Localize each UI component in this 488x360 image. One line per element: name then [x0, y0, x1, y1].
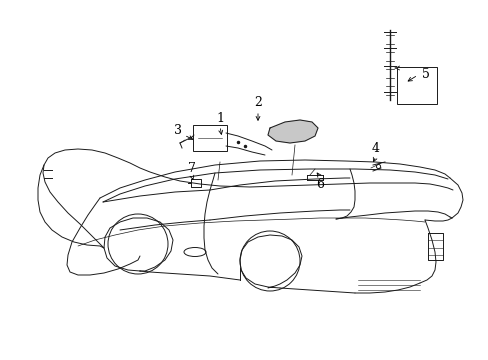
- Text: 5: 5: [421, 68, 429, 81]
- Text: 1: 1: [216, 112, 224, 125]
- Text: 4: 4: [371, 141, 379, 154]
- Text: 7: 7: [188, 162, 196, 175]
- Text: 3: 3: [174, 123, 182, 136]
- Text: 2: 2: [254, 96, 262, 109]
- Text: 6: 6: [315, 179, 324, 192]
- Polygon shape: [267, 120, 317, 143]
